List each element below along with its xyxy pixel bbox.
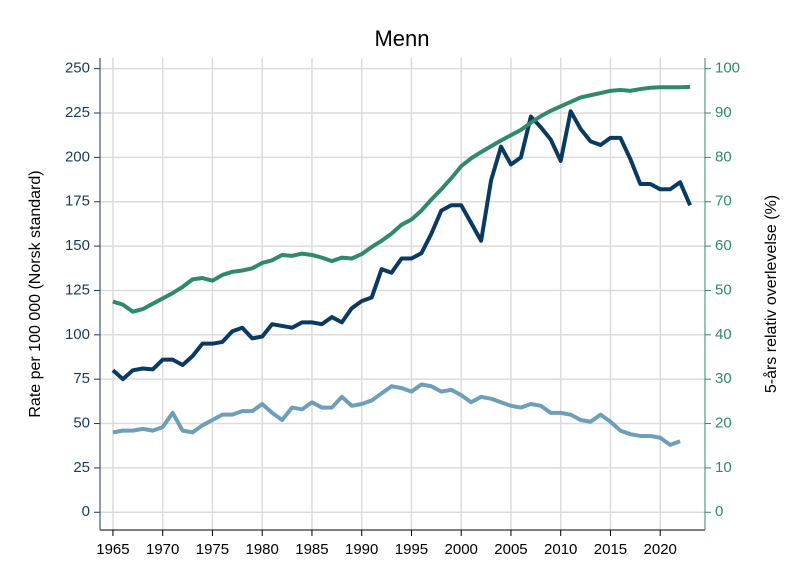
y2-axis-label: 5-års relativ overlevelse (%)	[762, 195, 780, 393]
x-tick-label: 2000	[445, 541, 478, 558]
y-tick-label: 75	[73, 370, 90, 387]
y2-tick-label: 30	[715, 370, 732, 387]
y2-tick-label: 90	[715, 104, 732, 121]
y2-tick-label: 0	[715, 503, 723, 520]
line-series	[112, 382, 681, 447]
x-tick-label: 1990	[345, 541, 378, 558]
y-tick-label: 175	[65, 193, 90, 210]
y-tick-label: 100	[65, 326, 90, 343]
y-tick-label: 150	[65, 237, 90, 254]
y2-tick-label: 70	[715, 193, 732, 210]
y-axis-label: Rate per 100 000 (Norsk standard)	[27, 170, 44, 417]
x-tick-label: 1970	[146, 541, 179, 558]
y2-tick-label: 100	[715, 60, 740, 77]
x-tick-label: 1995	[395, 541, 428, 558]
x-tick-label: 1965	[96, 541, 129, 558]
x-tick-label: 1985	[295, 541, 328, 558]
x-tick-label: 2010	[544, 541, 577, 558]
y-tick-label: 25	[73, 459, 90, 476]
x-tick-label: 2015	[594, 541, 627, 558]
x-tick-label: 1980	[246, 541, 279, 558]
x-tick-label: 2005	[494, 541, 527, 558]
y2-tick-label: 80	[715, 148, 732, 165]
y2-tick-label: 60	[715, 237, 732, 254]
chart-title: Menn	[374, 26, 429, 51]
y-tick-label: 250	[65, 60, 90, 77]
y-tick-label: 0	[82, 503, 90, 520]
line-series	[112, 84, 691, 314]
x-tick-label: 1975	[196, 541, 229, 558]
line-series	[111, 109, 692, 382]
y2-tick-label: 20	[715, 415, 732, 432]
y2-tick-label: 50	[715, 281, 732, 298]
y2-tick-label: 40	[715, 326, 732, 343]
x-tick-label: 2020	[644, 541, 677, 558]
y-tick-label: 125	[65, 281, 90, 298]
y-tick-label: 200	[65, 148, 90, 165]
y-tick-label: 50	[73, 415, 90, 432]
y-tick-label: 225	[65, 104, 90, 121]
y2-tick-label: 10	[715, 459, 732, 476]
